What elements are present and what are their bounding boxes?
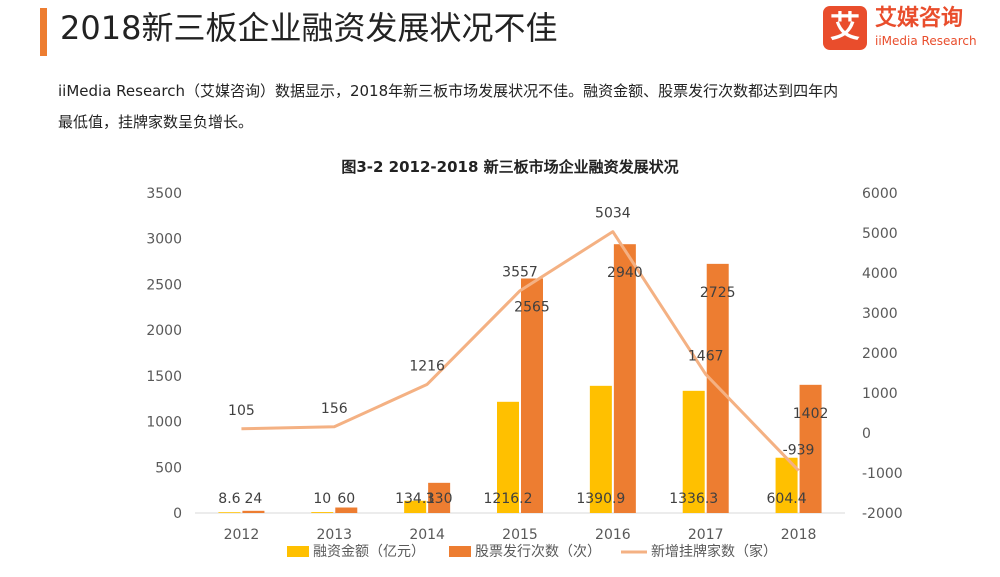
bar-issues <box>799 384 822 513</box>
y-left-tick-label: 500 <box>155 460 182 476</box>
data-label-amount: 134.1 <box>395 491 435 507</box>
intro-line-1: iiMedia Research（艾媒咨询）数据显示，2018年新三板市场发展状… <box>58 82 839 100</box>
bar-amount <box>589 385 612 513</box>
y-right-tick-label: 5000 <box>862 226 898 242</box>
intro-paragraph: iiMedia Research（艾媒咨询）数据显示，2018年新三板市场发展状… <box>58 76 938 138</box>
bar-issues <box>521 278 543 513</box>
data-label-listings: 1467 <box>688 348 724 364</box>
y-right-tick-label: 0 <box>862 426 871 442</box>
bar-amount <box>682 390 705 513</box>
x-tick-label: 2016 <box>595 527 631 543</box>
data-label-listings: -939 <box>783 443 815 459</box>
data-label-listings: 3557 <box>502 265 538 281</box>
line-listings <box>241 230 800 472</box>
title-accent-bar <box>40 8 47 56</box>
y-right-tick-label: 1000 <box>862 386 898 402</box>
y-right-tick-label: 3000 <box>862 306 898 322</box>
bar-amount <box>404 500 427 513</box>
chart-title: 图3-2 2012-2018 新三板市场企业融资发展状况 <box>341 158 678 176</box>
logo-english-name: iiMedia Research <box>875 34 977 48</box>
data-label-amount: 604.4 <box>767 491 807 507</box>
data-label-listings: 1216 <box>409 358 445 374</box>
y-left-tick-label: 0 <box>173 506 182 522</box>
data-label-listings: 156 <box>321 401 348 417</box>
y-right-tick-label: 2000 <box>862 346 898 362</box>
data-label-issues: 60 <box>337 491 355 507</box>
data-label-issues: 2725 <box>700 285 736 301</box>
y-right-tick-label: -1000 <box>862 466 903 482</box>
legend-label-issues: 股票发行次数（次） <box>475 544 601 560</box>
page-title: 2018新三板企业融资发展状况不佳 <box>60 9 558 47</box>
y-right-tick-label: 6000 <box>862 186 898 202</box>
bar-issues <box>335 507 358 513</box>
legend-swatch-issues <box>449 546 471 557</box>
y-left-tick-label: 2000 <box>146 323 182 339</box>
y-left-tick-label: 3000 <box>146 232 182 248</box>
x-tick-label: 2015 <box>502 527 538 543</box>
data-label-amount: 10 <box>313 491 331 507</box>
bar-issues <box>428 482 451 513</box>
logo-mark-icon: 艾 <box>823 6 867 50</box>
x-tick-label: 2013 <box>316 527 352 543</box>
legend-swatch-amount <box>287 546 309 557</box>
y-left-tick-label: 1000 <box>146 415 182 431</box>
data-label-listings: 105 <box>228 403 255 419</box>
legend-label-listings: 新增挂牌家数（家） <box>651 543 777 560</box>
data-label-amount: 1216.2 <box>484 491 533 507</box>
x-tick-label: 2017 <box>688 527 724 543</box>
data-label-amount: 8.6 <box>218 491 240 507</box>
bar-issues <box>613 244 636 513</box>
bar-amount <box>218 512 241 513</box>
data-label-issues: 2565 <box>514 299 550 315</box>
data-label-issues: 330 <box>426 491 453 507</box>
bar-amount <box>497 401 519 513</box>
y-left-tick-label: 3500 <box>146 186 182 202</box>
x-tick-label: 2012 <box>224 527 260 543</box>
bar-amount <box>775 457 798 513</box>
y-right-tick-label: 4000 <box>862 266 898 282</box>
y-left-tick-label: 1500 <box>146 369 182 385</box>
data-label-issues: 24 <box>245 491 263 507</box>
logo-chinese-name: 艾媒咨询 <box>875 6 964 31</box>
data-label-issues: 2940 <box>607 265 643 281</box>
bar-amount <box>311 512 334 513</box>
intro-line-2: 最低值，挂牌家数呈负增长。 <box>58 113 254 131</box>
y-left-tick-label: 2500 <box>146 277 182 293</box>
brand-logo: 艾 艾媒咨询 iiMedia Research <box>823 6 993 52</box>
y-right-tick-label: -2000 <box>862 506 903 522</box>
data-label-issues: 1402 <box>793 406 829 422</box>
data-label-amount: 1390.9 <box>576 491 625 507</box>
data-label-listings: 5034 <box>595 206 631 222</box>
legend-label-amount: 融资金额（亿元） <box>313 544 425 560</box>
bar-issues <box>242 510 265 513</box>
x-tick-label: 2018 <box>781 527 817 543</box>
data-label-amount: 1336.3 <box>669 491 718 507</box>
x-tick-label: 2014 <box>409 527 445 543</box>
